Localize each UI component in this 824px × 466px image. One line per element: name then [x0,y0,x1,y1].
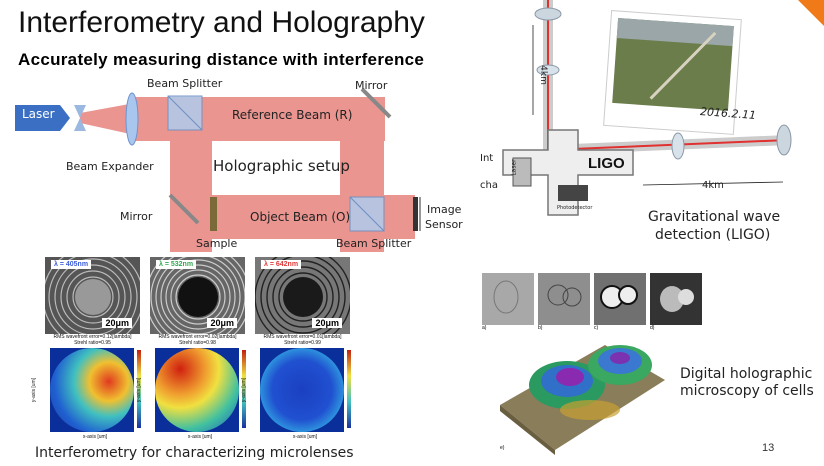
laser-box [15,105,70,131]
y-axis-label-642: y-axis [um] [241,377,248,403]
holographic-setup-label: Holographic setup [213,157,350,175]
scale-bar: 20μm [312,318,342,328]
colorbar-405 [137,350,141,428]
ligo-horizontal-length: 4km [702,180,724,191]
mirror-top-label: Mirror [355,79,388,92]
end-mirror-right [776,124,792,156]
dhm-thumb-d [650,273,702,325]
wavefront-map-642 [260,348,344,432]
thumb-label-c: c) [594,325,599,331]
ligo-cut-text-1: Int [480,153,494,164]
rms-405: RMS wavefront error=0.12[lambda] [53,334,132,340]
dhm-thumb-a [482,273,534,325]
ligo-caption-2: detection (LIGO) [655,227,771,243]
surface-label: e) [500,445,505,451]
dhm-3d-surface [500,345,665,455]
strehl-642: Strehl ratio=0.99 [284,340,321,346]
ligo-laser-label: Laser [510,159,518,176]
x-axis-label-532: x-axis [um] [187,434,213,440]
slide-subtitle: Accurately measuring distance with inter… [18,50,425,69]
rms-532: RMS wavefront error=0.02[lambda] [158,334,237,340]
image-sensor-label-1: Image [427,203,462,216]
y-axis-label-532: y-axis [um] [136,377,143,403]
dhm-thumb-b [538,273,590,325]
expanding-beam [80,103,135,135]
image-sensor [413,197,418,231]
x-axis-label-405: x-axis [um] [82,434,108,440]
ligo-logo: LIGO [588,155,625,172]
ligo-diagram [502,0,792,216]
strehl-405: Strehl ratio=0.95 [74,340,111,346]
thumb-label-b: b) [538,325,543,331]
ligo-building [502,129,634,216]
image-sensor-label-2: Sensor [425,218,463,231]
corner-accent [798,0,824,26]
input-mirror-horizontal [671,132,685,160]
scale-bar: 20μm [102,318,132,328]
strehl-532: Strehl ratio=0.98 [179,340,216,346]
dhm-caption-1: Digital holographic [680,366,813,382]
colorbar-642 [347,350,351,428]
y-axis-label-405: y-axis [um] [31,377,38,403]
input-mirror-vertical [536,64,560,76]
expander-lens [74,105,86,131]
wavelength-label: λ = 405nm [51,260,92,269]
thumb-label-a: a) [482,325,487,331]
ligo-caption-1: Gravitational wave [648,209,781,225]
ligo-vertical-length: 4km [537,65,548,85]
interferogram-405: λ = 405nm 20μm [45,257,140,334]
beam-splitter-top-label: Beam Splitter [147,77,223,90]
colorbar-532 [242,350,246,428]
x-axis-label-642: x-axis [um] [292,434,318,440]
holographic-setup-diagram [15,87,421,252]
beam-splitter-bottom-label: Beam Splitter [336,237,412,250]
wavelength-label: λ = 532nm [156,260,197,269]
beam-expander-label: Beam Expander [66,160,154,173]
reference-beam-label: Reference Beam (R) [232,108,353,122]
sample-label: Sample [196,237,238,250]
collimating-lens [125,92,139,146]
interferogram-642: λ = 642nm 20μm [255,257,350,334]
dhm-caption-2: microscopy of cells [680,383,814,399]
rms-642: RMS wavefront error=0.01[lambda] [263,334,342,340]
wavefront-map-532 [155,348,239,432]
interferogram-532: λ = 532nm 20μm [150,257,245,334]
sample-plate [210,197,217,231]
page-number: 13 [762,442,775,454]
end-mirror-top [534,7,562,21]
photodetector-unit [558,185,588,201]
ligo-cut-text-2: cha [480,180,498,191]
mirror-left-label: Mirror [120,210,153,223]
scale-bar: 20μm [207,318,237,328]
microlens-caption: Interferometry for characterizing microl… [35,445,354,461]
laser-label: Laser [22,107,55,121]
dhm-thumb-c [594,273,646,325]
mirror-left [168,193,200,225]
laser-unit [512,157,532,187]
wavefront-map-405 [50,348,134,432]
ligo-photodetector-label: Photodetector [557,205,593,211]
thumb-label-d: d) [650,325,655,331]
mirror-top [360,87,392,119]
slide-title: Interferometry and Holography [18,6,425,39]
wavelength-label: λ = 642nm [261,260,302,269]
object-beam-label: Object Beam (O) [250,210,351,224]
